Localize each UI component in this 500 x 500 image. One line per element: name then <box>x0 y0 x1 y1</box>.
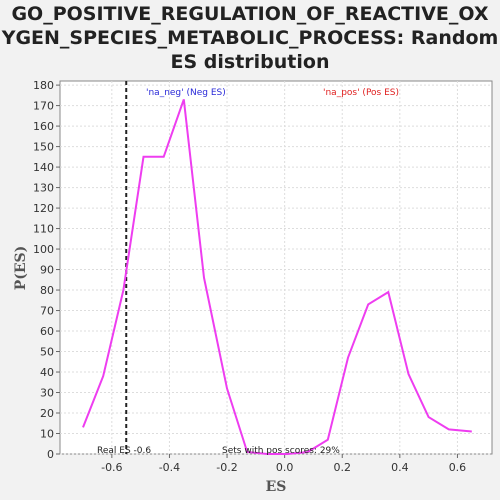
chart-title-line-3: ES distribution <box>170 51 330 73</box>
y-tick-label: 90 <box>40 264 54 277</box>
x-tick-label: -0.2 <box>216 461 237 474</box>
y-tick-label: 30 <box>40 387 54 400</box>
y-tick-label: 100 <box>33 243 54 256</box>
y-tick-label: 80 <box>40 284 54 297</box>
pos-scores-annotation: Sets with pos scores: 29% <box>222 446 340 456</box>
legend-pos-es: 'na_pos' (Pos ES) <box>323 88 399 98</box>
axis-ticks: 0 10 20 30 40 50 60 70 80 90 100 110 120 130 140 150 160… <box>33 79 466 474</box>
y-tick-label: 50 <box>40 346 54 359</box>
y-tick-label: 20 <box>40 407 54 420</box>
legend-neg-es: 'na_neg' (Neg ES) <box>146 88 226 98</box>
real-es-annotation: Real ES -0.6 <box>97 446 151 456</box>
x-tick-label: -0.6 <box>101 461 122 474</box>
y-tick-label: 0 <box>47 448 54 461</box>
series-line <box>82 99 472 455</box>
chart-title-line-1: GO_POSITIVE_REGULATION_OF_REACTIVE_OX <box>11 3 489 25</box>
plot-area <box>59 80 493 455</box>
y-tick-label: 120 <box>33 202 54 215</box>
x-tick-label: 0.0 <box>276 461 294 474</box>
y-tick-label: 10 <box>40 428 54 441</box>
x-tick-label: 0.2 <box>333 461 351 474</box>
x-axis-label: ES <box>266 479 287 495</box>
y-tick-label: 140 <box>33 161 54 174</box>
grid <box>60 81 492 455</box>
y-tick-label: 160 <box>33 120 54 133</box>
y-tick-label: 70 <box>40 305 54 318</box>
chart-title-line-2: YGEN_SPECIES_METABOLIC_PROCESS: Random <box>1 27 499 49</box>
y-tick-label: 180 <box>33 79 54 92</box>
y-tick-label: 60 <box>40 325 54 338</box>
y-axis-label: P(ES) <box>13 246 29 291</box>
y-tick-label: 110 <box>33 223 54 236</box>
x-tick-label: 0.4 <box>391 461 409 474</box>
x-tick-label: 0.6 <box>449 461 467 474</box>
y-tick-label: 150 <box>33 141 54 154</box>
x-tick-label: -0.4 <box>159 461 180 474</box>
y-tick-label: 170 <box>33 100 54 113</box>
chart-title: GO_POSITIVE_REGULATION_OF_REACTIVE_OX YG… <box>0 2 500 74</box>
y-tick-label: 130 <box>33 182 54 195</box>
y-tick-label: 40 <box>40 366 54 379</box>
